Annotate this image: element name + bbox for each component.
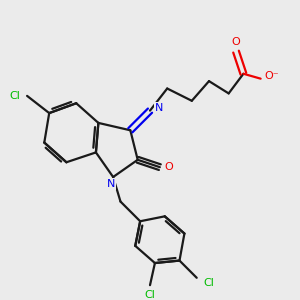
Text: Cl: Cl [204, 278, 214, 288]
Text: N: N [106, 179, 115, 189]
Text: Cl: Cl [145, 290, 155, 300]
Text: N: N [154, 103, 163, 113]
Text: O⁻: O⁻ [264, 71, 279, 81]
Text: O: O [232, 37, 240, 47]
Text: Cl: Cl [9, 91, 20, 101]
Text: O: O [164, 162, 173, 172]
